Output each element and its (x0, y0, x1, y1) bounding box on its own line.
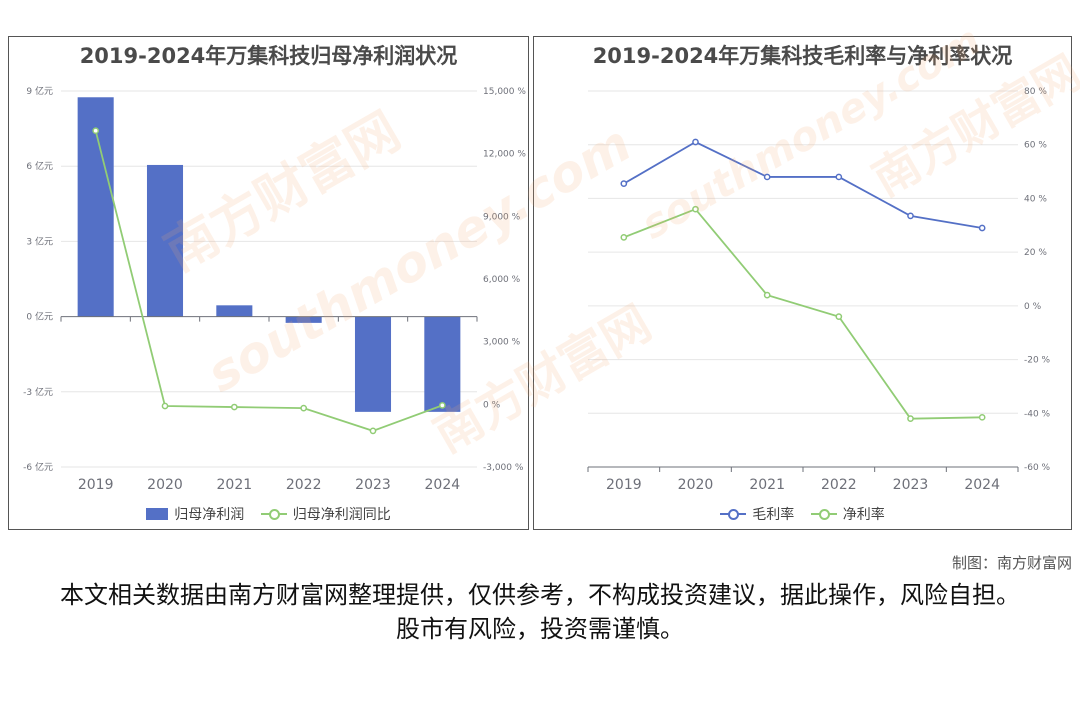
line-gross-margin (623, 141, 983, 229)
point-net-profit-yoy (300, 404, 308, 412)
y-left-tick-label: 6 亿元 (26, 160, 53, 172)
point-net-margin (978, 413, 986, 421)
x-tick-label: 2021 (217, 477, 253, 493)
net-profit-chart-panel: 9 亿元 6 亿元 3 亿元 0 亿元 -3 亿元 -6 亿元 15,000 % 12,000… (8, 36, 529, 530)
disclaimer-text: 本文相关数据由南方财富网整理提供，仅供参考，不构成投资建议，据此操作，风险自担。… (60, 581, 1020, 643)
margin-chart-panel: 80 % 60 % 40 % 20 % 0 % -20 % -40 % -60 % 2019 20… (533, 36, 1072, 530)
legend-item-gross-margin[interactable]: 毛利率 (720, 504, 794, 524)
bar-net-profit (354, 316, 392, 412)
y-right-tick-label: 9,000 % (483, 212, 521, 222)
net-profit-chart-title: 2019-2024年万集科技归母净利润状况 (79, 44, 458, 68)
y-right-tick-label: 3,000 % (483, 338, 521, 348)
y-right-tick-label: 60 % (1024, 141, 1047, 151)
legend-label-gross-margin: 毛利率 (752, 507, 795, 523)
y-right-tick-label: 0 % (1024, 302, 1042, 312)
x-tick-label: 2023 (893, 477, 929, 493)
y-right-tick-label: -60 % (1024, 463, 1051, 473)
point-gross-margin (620, 180, 628, 188)
x-tick-label: 2022 (286, 477, 322, 493)
x-tick-label: 2024 (425, 477, 461, 493)
y-right-tick-label: 0 % (483, 400, 501, 410)
point-net-profit-yoy (438, 402, 446, 409)
y-right-tick-label: -40 % (1024, 409, 1051, 419)
y-left-tick-label: -6 亿元 (23, 461, 53, 473)
y-right-tick-label: -20 % (1024, 356, 1051, 366)
point-net-profit-yoy (161, 402, 169, 410)
net-profit-legend: 归母净利润 归母净利润同比 (9, 504, 528, 524)
x-tick-label: 2024 (964, 477, 1000, 493)
x-tick-label: 2021 (749, 477, 785, 493)
y-left-tick-label: -3 亿元 (23, 386, 53, 398)
legend-label-net-margin: 净利率 (842, 507, 885, 523)
point-net-profit-yoy (369, 427, 377, 435)
y-right-tick-label: 15,000 % (483, 87, 526, 97)
bar-swatch-icon (146, 508, 169, 520)
y-right-tick-label: 20 % (1024, 248, 1047, 258)
line-net-profit-yoy (94, 130, 443, 432)
line-swatch-icon (720, 508, 747, 520)
y-right-tick-label: 6,000 % (483, 275, 521, 285)
bar-net-profit (285, 316, 322, 323)
net-profit-chart: 9 亿元 6 亿元 3 亿元 0 亿元 -3 亿元 -6 亿元 15,000 % 12,000… (23, 85, 526, 493)
point-net-margin (763, 291, 771, 299)
chart-credit: 制图：南方财富网 (951, 554, 1072, 572)
x-tick-label: 2023 (355, 477, 391, 493)
x-tick-label: 2019 (606, 477, 642, 493)
y-right-tick-label: 80 % (1024, 87, 1047, 97)
legend-label-net-profit-yoy: 归母净利润同比 (292, 507, 391, 523)
point-gross-margin (907, 212, 914, 220)
y-left-tick-label: 3 亿元 (26, 235, 53, 247)
y-left-tick-label: 0 亿元 (26, 311, 53, 323)
x-tick-label: 2020 (678, 477, 714, 493)
point-gross-margin (763, 173, 771, 181)
bar-net-profit (146, 164, 184, 317)
point-net-margin (835, 313, 843, 320)
point-net-margin (907, 415, 914, 423)
point-gross-margin (692, 138, 699, 146)
line-net-margin (623, 208, 983, 420)
bar-net-profit (424, 316, 461, 412)
y-right-tick-label: -3,000 % (483, 463, 524, 473)
point-net-profit-yoy (92, 127, 100, 135)
point-net-profit-yoy (230, 403, 238, 411)
x-tick-label: 2022 (821, 477, 857, 493)
legend-label-net-profit: 归母净利润 (174, 507, 245, 523)
margin-chart: 80 % 60 % 40 % 20 % 0 % -20 % -40 % -60 % 2019 20… (587, 87, 1051, 493)
line-swatch-icon (810, 508, 837, 520)
point-gross-margin (978, 224, 986, 232)
legend-item-net-profit-yoy[interactable]: 归母净利润同比 (260, 504, 391, 524)
point-net-margin (692, 205, 699, 213)
bar-net-profit (216, 305, 253, 317)
x-tick-label: 2019 (78, 477, 114, 493)
y-left-tick-label: 9 亿元 (26, 85, 53, 97)
y-right-tick-label: 12,000 % (483, 150, 526, 160)
legend-item-net-profit[interactable]: 归母净利润 (146, 504, 244, 524)
x-tick-label: 2020 (147, 477, 183, 493)
point-net-margin (620, 234, 628, 241)
margin-chart-title: 2019-2024年万集科技毛利率与净利率状况 (592, 44, 1013, 68)
point-gross-margin (835, 173, 843, 181)
legend-item-net-margin[interactable]: 净利率 (810, 504, 885, 524)
margin-legend: 毛利率 净利率 (534, 504, 1071, 524)
line-swatch-icon (260, 508, 287, 520)
y-right-tick-label: 40 % (1024, 194, 1047, 204)
